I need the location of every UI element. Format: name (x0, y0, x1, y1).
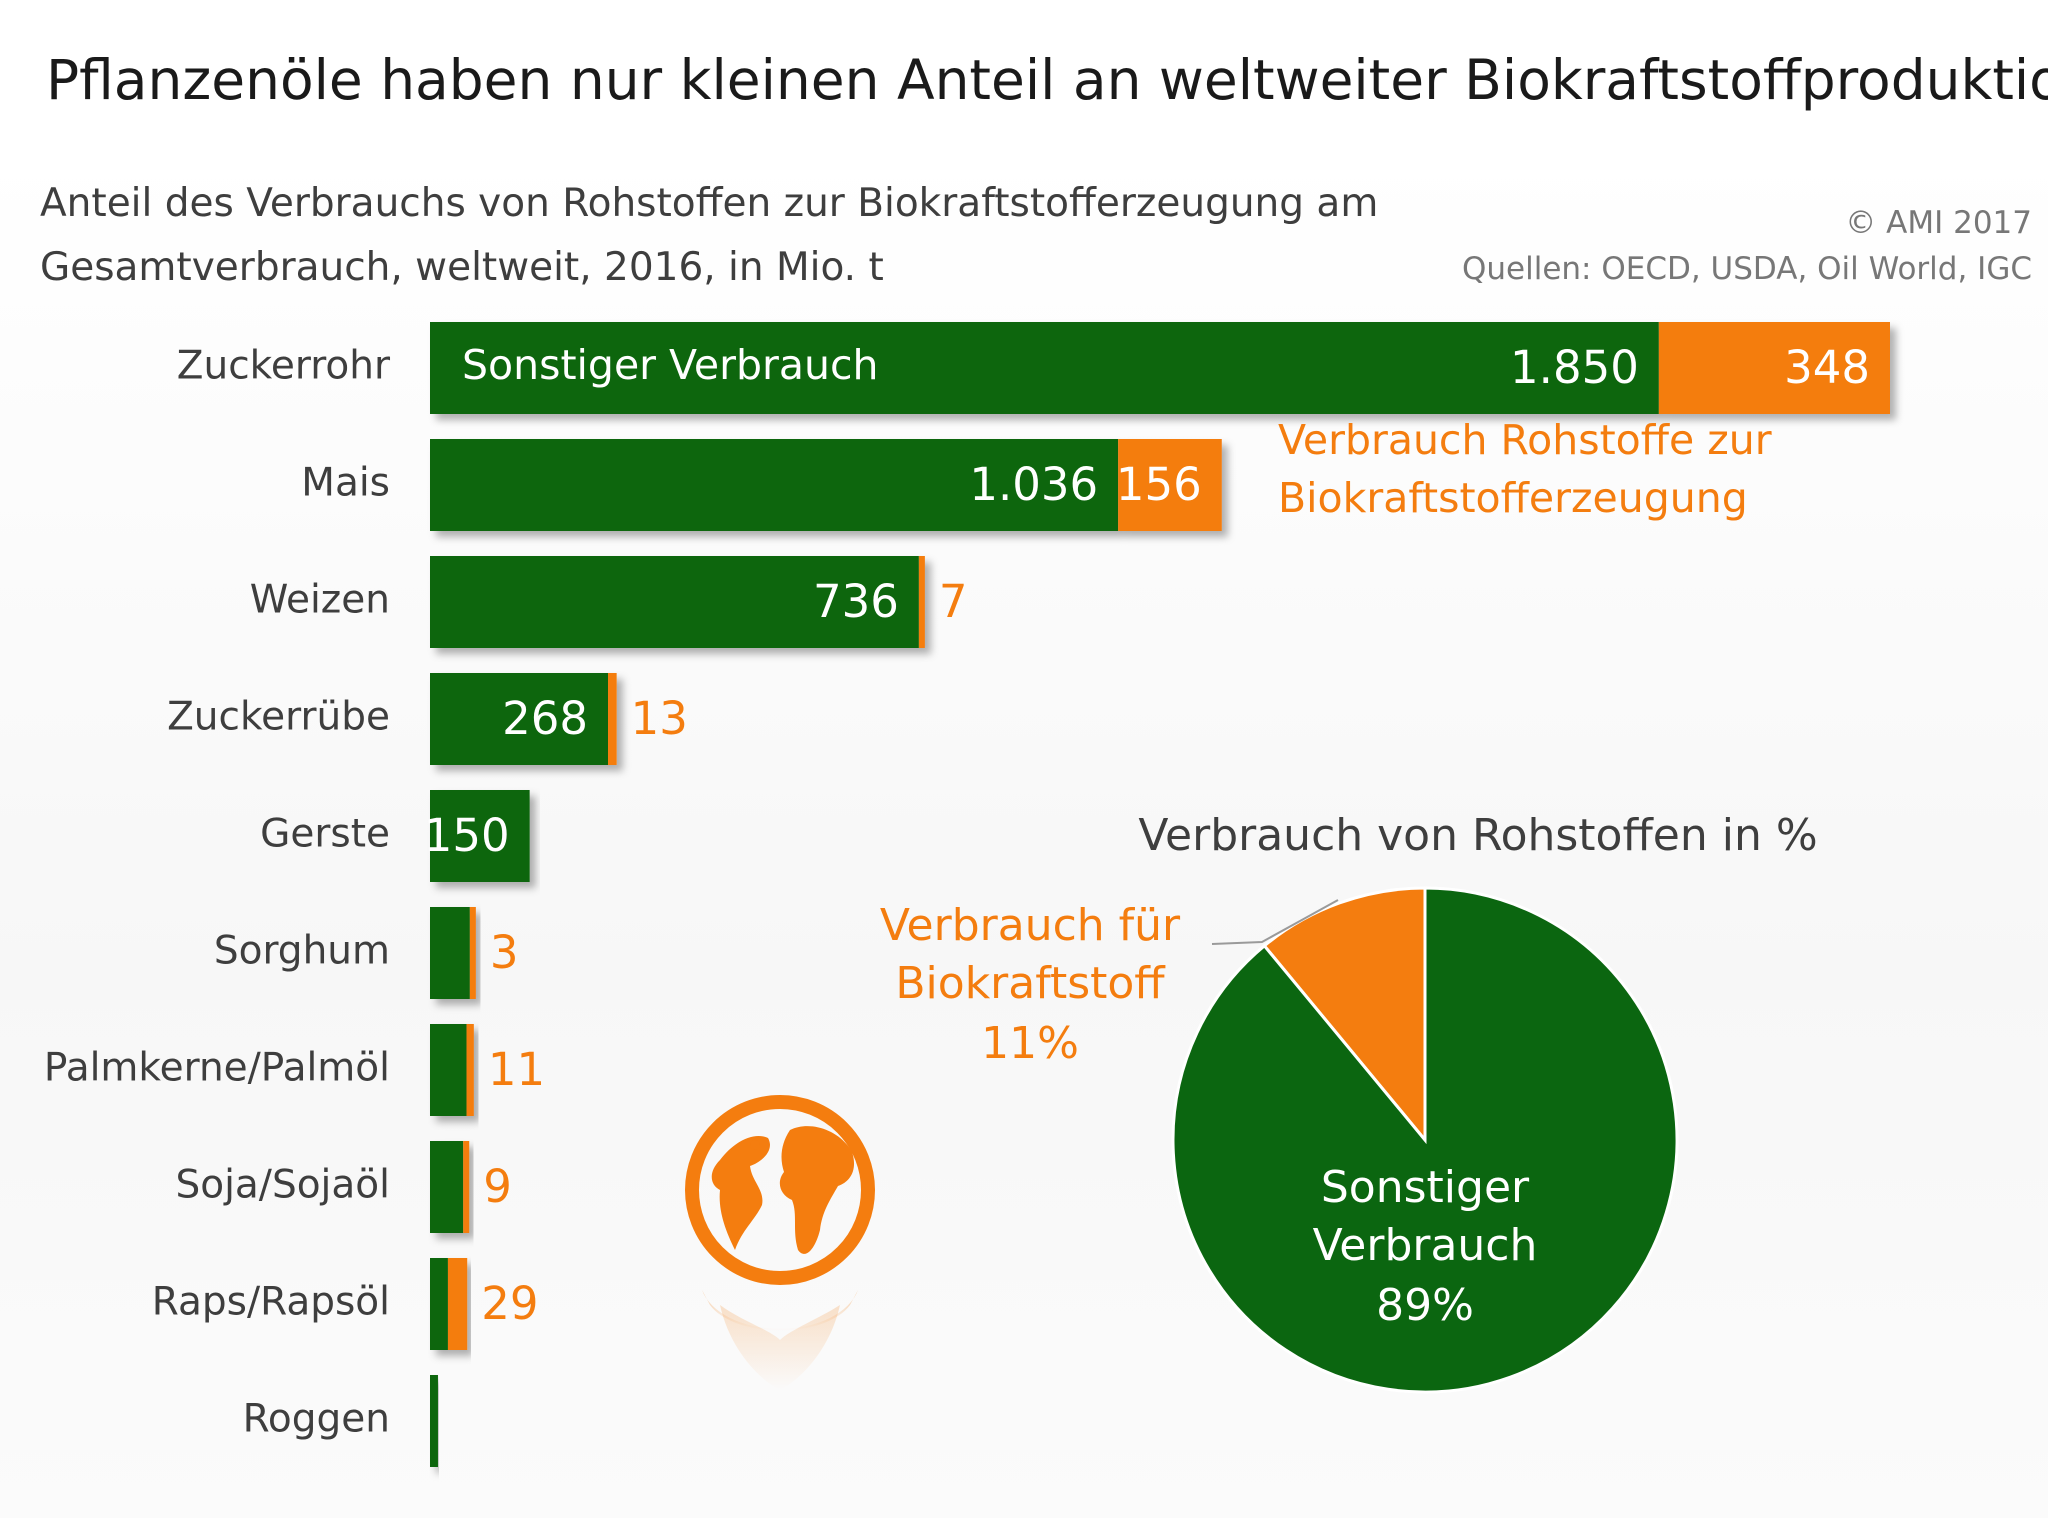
bar-row: Gerste 150 (260, 790, 530, 882)
bar-stack (430, 673, 617, 765)
bar-row: Sorghum 3 (214, 907, 519, 999)
bar-stack (430, 1375, 438, 1467)
pie-label-line: Sonstiger (1321, 1162, 1530, 1213)
bar-biofuel (447, 1258, 468, 1350)
bar-other (430, 1375, 438, 1467)
bar-row: Mais 1.036 156 (301, 439, 1222, 531)
value-label-other: 150 (424, 809, 510, 862)
category-label: Palmkerne/Palmöl (44, 1046, 390, 1091)
pie-title: Verbrauch von Rohstoffen in % (1138, 810, 1817, 861)
page-title: Pflanzenöle haben nur kleinen Anteil an … (46, 48, 2048, 112)
bar-other (430, 439, 1119, 531)
value-label-other: 736 (813, 575, 899, 628)
bar-other (430, 322, 1659, 414)
series-label-line: Biokraftstofferzeugung (1278, 474, 1748, 522)
bar-biofuel (466, 1024, 474, 1116)
source-note: © AMI 2017 Quellen: OECD, USDA, Oil Worl… (1462, 200, 2032, 292)
bar-stack (430, 1024, 474, 1116)
pie-label-line: Biokraftstoff (895, 958, 1166, 1009)
value-label-other: 268 (502, 692, 588, 745)
pie-chart: Verbrauch von Rohstoffen in % Verbrauch f… (880, 810, 1818, 1394)
bar-other (430, 907, 470, 999)
value-label-biofuel: 348 (1784, 341, 1870, 394)
value-label-biofuel: 9 (483, 1160, 512, 1213)
category-label: Gerste (260, 812, 390, 857)
category-label: Mais (301, 461, 390, 506)
category-label: Raps/Rapsöl (152, 1280, 390, 1325)
bar-stack (430, 907, 476, 999)
value-label-biofuel: 29 (481, 1277, 538, 1330)
pie-value-biofuel: 11% (981, 1018, 1079, 1069)
bar-other (430, 1141, 464, 1233)
category-label: Zuckerrübe (167, 695, 390, 740)
bar-row: Zuckerrohr 1.850 348 Sonstiger Verbrauch (177, 322, 1890, 414)
globe-icon (685, 1095, 875, 1390)
bar-stack (430, 556, 925, 648)
series-label-biofuel: Verbrauch Rohstoffe zur Biokraftstofferze… (1278, 416, 1772, 522)
bar-row: Zuckerrübe 268 13 (167, 673, 688, 765)
bar-row: Raps/Rapsöl 29 (152, 1258, 538, 1350)
bar-row: Roggen (243, 1375, 438, 1467)
value-label-biofuel: 7 (939, 575, 968, 628)
pie-label-line: Verbrauch (1313, 1220, 1538, 1271)
bar-stack (430, 790, 530, 882)
bar-other (430, 1258, 448, 1350)
bar-chart: Zuckerrohr 1.850 348 Sonstiger Verbrauch Mai… (44, 322, 1890, 1467)
bar-row: Weizen 736 7 (250, 556, 968, 648)
bar-other (430, 1024, 467, 1116)
value-label-biofuel: 11 (488, 1043, 545, 1096)
pie-label-biofuel: Verbrauch für Biokraftstoff 11% (880, 900, 1181, 1069)
category-label: Soja/Sojaöl (175, 1163, 390, 1208)
bar-stack (430, 1258, 468, 1350)
bar-biofuel (463, 1141, 470, 1233)
bar-stack (430, 439, 1222, 531)
bar-stack (430, 1141, 470, 1233)
bar-other (430, 556, 919, 648)
pie-label-other: Sonstiger Verbrauch 89% (1313, 1162, 1538, 1331)
series-label-other: Sonstiger Verbrauch (462, 341, 879, 389)
pie-value-other: 89% (1376, 1280, 1474, 1331)
value-label-other: 1.850 (1510, 341, 1639, 394)
value-label-other: 1.036 (969, 458, 1098, 511)
pie-slice-other (1171, 886, 1679, 1394)
category-label: Weizen (250, 578, 390, 623)
bar-stack (430, 322, 1890, 414)
pie-label-line: Verbrauch für (880, 900, 1181, 951)
bar-other (430, 790, 530, 882)
bar-biofuel (469, 907, 476, 999)
bar-row: Soja/Sojaöl 9 (175, 1141, 512, 1233)
bar-biofuel (1118, 439, 1222, 531)
value-label-biofuel: 3 (490, 926, 519, 979)
bar-row: Palmkerne/Palmöl 11 (44, 1024, 545, 1116)
bar-biofuel (1658, 322, 1890, 414)
category-label: Sorghum (214, 929, 390, 974)
category-label: Roggen (243, 1397, 390, 1442)
pie-leader-line (1211, 899, 1339, 945)
value-label-biofuel: 13 (631, 692, 688, 745)
value-label-biofuel: 156 (1116, 458, 1202, 511)
copyright-label: © AMI 2017 (1845, 205, 2032, 241)
bar-other (430, 673, 609, 765)
pie-slice-biofuel (1262, 886, 1427, 1145)
sources-label: Quellen: OECD, USDA, Oil World, IGC (1461, 251, 2032, 287)
bar-biofuel (918, 556, 925, 648)
chart-subtitle: Anteil des Verbrauchs von Rohstoffen zur… (40, 181, 1379, 290)
bar-biofuel (608, 673, 617, 765)
series-label-line: Verbrauch Rohstoffe zur (1278, 416, 1772, 464)
category-label: Zuckerrohr (177, 344, 391, 389)
